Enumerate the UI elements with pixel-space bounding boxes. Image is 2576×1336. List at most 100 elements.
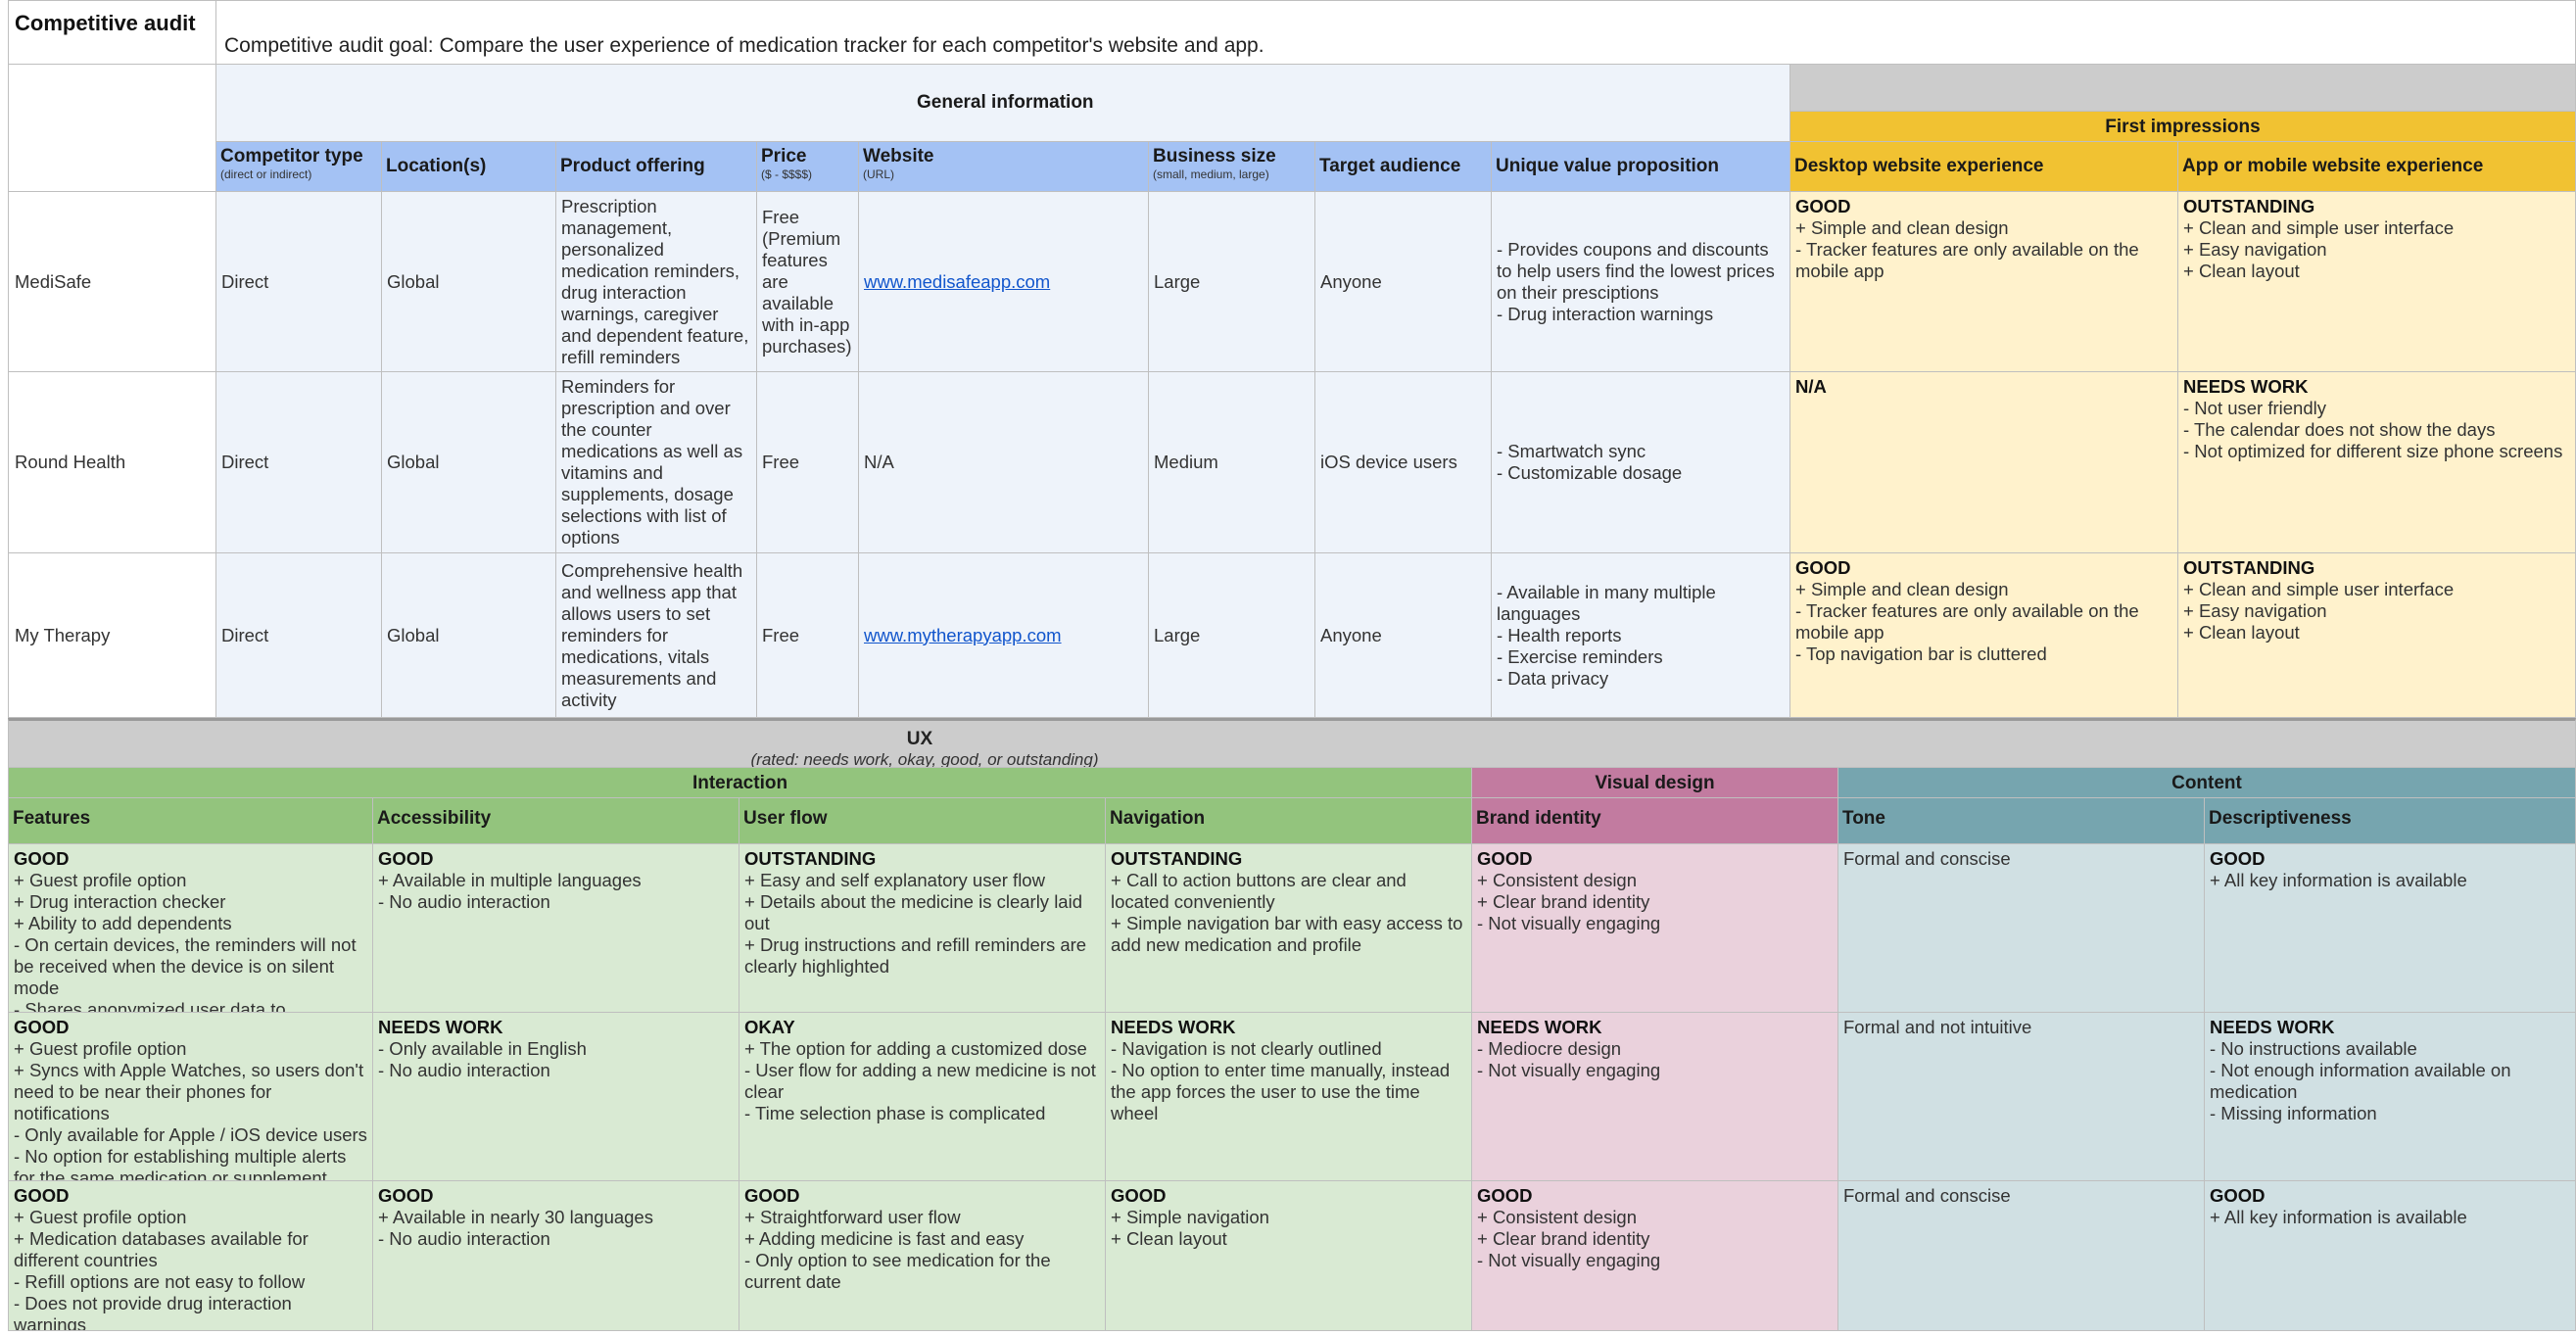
target-audience-cell[interactable]: Anyone bbox=[1315, 553, 1492, 718]
desktop-experience-cell[interactable]: N/A bbox=[1790, 372, 2178, 553]
locations-cell[interactable]: Global bbox=[382, 192, 556, 372]
product-offering-cell[interactable]: Comprehensive health and wellness app th… bbox=[556, 553, 757, 718]
competitor-type-cell[interactable]: Direct bbox=[216, 192, 382, 372]
ux-brand-identity-cell[interactable]: GOOD + Consistent design + Clear brand id… bbox=[1472, 1181, 1838, 1331]
content-group-header[interactable]: Content bbox=[1838, 768, 2576, 798]
ux-features-text: + Guest profile option + Drug interactio… bbox=[14, 870, 357, 1013]
general-info-section[interactable]: General information bbox=[216, 65, 1790, 142]
price-cell[interactable]: Free bbox=[757, 372, 859, 553]
ux-tone-cell[interactable]: Formal and conscise bbox=[1838, 844, 2205, 1013]
col-header-label: Business size bbox=[1153, 146, 1276, 167]
ux-col-header-descriptiveness[interactable]: Descriptiveness bbox=[2205, 798, 2576, 844]
ux-navigation-cell[interactable]: GOOD + Simple navigation + Clean layout bbox=[1106, 1181, 1472, 1331]
ux-navigation-cell[interactable]: NEEDS WORK - Navigation is not clearly ou… bbox=[1106, 1013, 1472, 1181]
col-header-desktop-experience[interactable]: Desktop website experience bbox=[1790, 142, 2178, 192]
business-size-cell[interactable]: Large bbox=[1149, 553, 1315, 718]
col-header-sublabel: ($ - $$$$) bbox=[761, 167, 813, 181]
ux-tone-cell[interactable]: Formal and not intuitive bbox=[1838, 1013, 2205, 1181]
ux-col-header-brand-identity[interactable]: Brand identity bbox=[1472, 798, 1838, 844]
ux-col-header-navigation[interactable]: Navigation bbox=[1106, 798, 1472, 844]
corner-cell[interactable] bbox=[8, 65, 216, 192]
ux-descriptiveness-cell[interactable]: NEEDS WORK - No instructions available - … bbox=[2205, 1013, 2576, 1181]
ux-features-cell[interactable]: GOOD + Guest profile option + Syncs with … bbox=[8, 1013, 373, 1181]
ux-col-header-accessibility[interactable]: Accessibility bbox=[373, 798, 739, 844]
ux-brand-identity-cell[interactable]: NEEDS WORK - Mediocre design - Not visual… bbox=[1472, 1013, 1838, 1181]
col-header-price[interactable]: Price ($ - $$$$) bbox=[757, 142, 859, 192]
col-header-label: Target audience bbox=[1319, 156, 1461, 176]
website-cell[interactable]: www.medisafeapp.com bbox=[859, 192, 1149, 372]
product-offering-cell[interactable]: Reminders for prescription and over the … bbox=[556, 372, 757, 553]
col-header-unique-value-proposition[interactable]: Unique value proposition bbox=[1492, 142, 1790, 192]
competitor-name-cell[interactable]: Round Health bbox=[8, 372, 216, 553]
ux-brand-identity-cell[interactable]: GOOD + Consistent design + Clear brand id… bbox=[1472, 844, 1838, 1013]
price-cell[interactable]: Free (Premium features are available wit… bbox=[757, 192, 859, 372]
first-impressions-spacer[interactable] bbox=[1790, 65, 2576, 112]
visual-design-group-header[interactable]: Visual design bbox=[1472, 768, 1838, 798]
ux-descriptiveness-text: + All key information is available bbox=[2210, 870, 2467, 890]
ux-user-flow-cell[interactable]: GOOD + Straightforward user flow + Adding… bbox=[739, 1181, 1106, 1331]
app-experience-cell[interactable]: OUTSTANDING + Clean and simple user inter… bbox=[2178, 553, 2576, 718]
locations-text: Global bbox=[387, 624, 440, 645]
website-link[interactable]: www.mytherapyapp.com bbox=[864, 624, 1062, 645]
desktop-experience-text: + Simple and clean design - Tracker feat… bbox=[1795, 579, 2139, 664]
col-header-locations[interactable]: Location(s) bbox=[382, 142, 556, 192]
ux-accessibility-cell[interactable]: NEEDS WORK - Only available in English - … bbox=[373, 1013, 739, 1181]
price-text: Free (Premium features are available wit… bbox=[762, 206, 852, 357]
ux-user-flow-cell[interactable]: OUTSTANDING + Easy and self explanatory u… bbox=[739, 844, 1106, 1013]
ux-features-cell[interactable]: GOOD + Guest profile option + Medication … bbox=[8, 1181, 373, 1331]
col-header-label: Location(s) bbox=[386, 156, 487, 176]
desktop-experience-cell[interactable]: GOOD + Simple and clean design - Tracker … bbox=[1790, 553, 2178, 718]
locations-cell[interactable]: Global bbox=[382, 553, 556, 718]
price-cell[interactable]: Free bbox=[757, 553, 859, 718]
col-header-label: Product offering bbox=[560, 156, 705, 176]
col-header-label: App or mobile website experience bbox=[2182, 156, 2484, 176]
business-size-cell[interactable]: Large bbox=[1149, 192, 1315, 372]
business-size-cell[interactable]: Medium bbox=[1149, 372, 1315, 553]
desktop-experience-cell[interactable]: GOOD + Simple and clean design - Tracker … bbox=[1790, 192, 2178, 372]
competitor-name-cell[interactable]: MediSafe bbox=[8, 192, 216, 372]
ux-col-header-features[interactable]: Features bbox=[8, 798, 373, 844]
website-cell[interactable]: N/A bbox=[859, 372, 1149, 553]
ux-descriptiveness-cell[interactable]: GOOD + All key information is available bbox=[2205, 844, 2576, 1013]
ux-descriptiveness-text: + All key information is available bbox=[2210, 1207, 2467, 1227]
ux-col-header-tone[interactable]: Tone bbox=[1838, 798, 2205, 844]
col-header-competitor-type[interactable]: Competitor type (direct or indirect) bbox=[216, 142, 382, 192]
unique-value-proposition-cell[interactable]: - Provides coupons and discounts to help… bbox=[1492, 192, 1790, 372]
ux-header[interactable]: UX (rated: needs work, okay, good, or ou… bbox=[8, 718, 2576, 768]
audit-goal-cell[interactable]: Competitive audit goal: Compare the user… bbox=[216, 0, 2576, 65]
interaction-group-header[interactable]: Interaction bbox=[8, 768, 1472, 798]
ux-tone-cell[interactable]: Formal and conscise bbox=[1838, 1181, 2205, 1331]
target-audience-cell[interactable]: Anyone bbox=[1315, 192, 1492, 372]
locations-cell[interactable]: Global bbox=[382, 372, 556, 553]
unique-value-proposition-cell[interactable]: - Available in many multiple languages -… bbox=[1492, 553, 1790, 718]
ux-accessibility-cell[interactable]: GOOD + Available in nearly 30 languages -… bbox=[373, 1181, 739, 1331]
competitor-type-cell[interactable]: Direct bbox=[216, 372, 382, 553]
ux-user-flow-cell[interactable]: OKAY + The option for adding a customized… bbox=[739, 1013, 1106, 1181]
ux-descriptiveness-cell[interactable]: GOOD + All key information is available bbox=[2205, 1181, 2576, 1331]
competitor-type-cell[interactable]: Direct bbox=[216, 553, 382, 718]
target-audience-cell[interactable]: iOS device users bbox=[1315, 372, 1492, 553]
col-header-label: Desktop website experience bbox=[1794, 156, 2044, 176]
col-header-website[interactable]: Website (URL) bbox=[859, 142, 1149, 192]
unique-value-proposition-cell[interactable]: - Smartwatch sync - Customizable dosage bbox=[1492, 372, 1790, 553]
rating-label: NEEDS WORK bbox=[1111, 1017, 1236, 1037]
website-cell[interactable]: www.mytherapyapp.com bbox=[859, 553, 1149, 718]
ux-features-cell[interactable]: GOOD + Guest profile option + Drug intera… bbox=[8, 844, 373, 1013]
first-impressions-header[interactable]: First impressions bbox=[1790, 112, 2576, 142]
ux-accessibility-cell[interactable]: GOOD + Available in multiple languages - … bbox=[373, 844, 739, 1013]
col-header-app-experience[interactable]: App or mobile website experience bbox=[2178, 142, 2576, 192]
app-experience-cell[interactable]: NEEDS WORK - Not user friendly - The cale… bbox=[2178, 372, 2576, 553]
col-header-product-offering[interactable]: Product offering bbox=[556, 142, 757, 192]
sheet-title-cell[interactable]: Competitive audit bbox=[8, 0, 216, 65]
website-link[interactable]: www.medisafeapp.com bbox=[864, 270, 1051, 292]
col-header-target-audience[interactable]: Target audience bbox=[1315, 142, 1492, 192]
rating-label: GOOD bbox=[1477, 1185, 1533, 1206]
rating-label: NEEDS WORK bbox=[2183, 376, 2309, 397]
ux-navigation-cell[interactable]: OUTSTANDING + Call to action buttons are … bbox=[1106, 844, 1472, 1013]
product-offering-cell[interactable]: Prescription management, personalized me… bbox=[556, 192, 757, 372]
app-experience-cell[interactable]: OUTSTANDING + Clean and simple user inter… bbox=[2178, 192, 2576, 372]
competitor-type-text: Direct bbox=[221, 452, 269, 472]
col-header-business-size[interactable]: Business size (small, medium, large) bbox=[1149, 142, 1315, 192]
competitor-name-cell[interactable]: My Therapy bbox=[8, 553, 216, 718]
ux-col-header-user-flow[interactable]: User flow bbox=[739, 798, 1106, 844]
